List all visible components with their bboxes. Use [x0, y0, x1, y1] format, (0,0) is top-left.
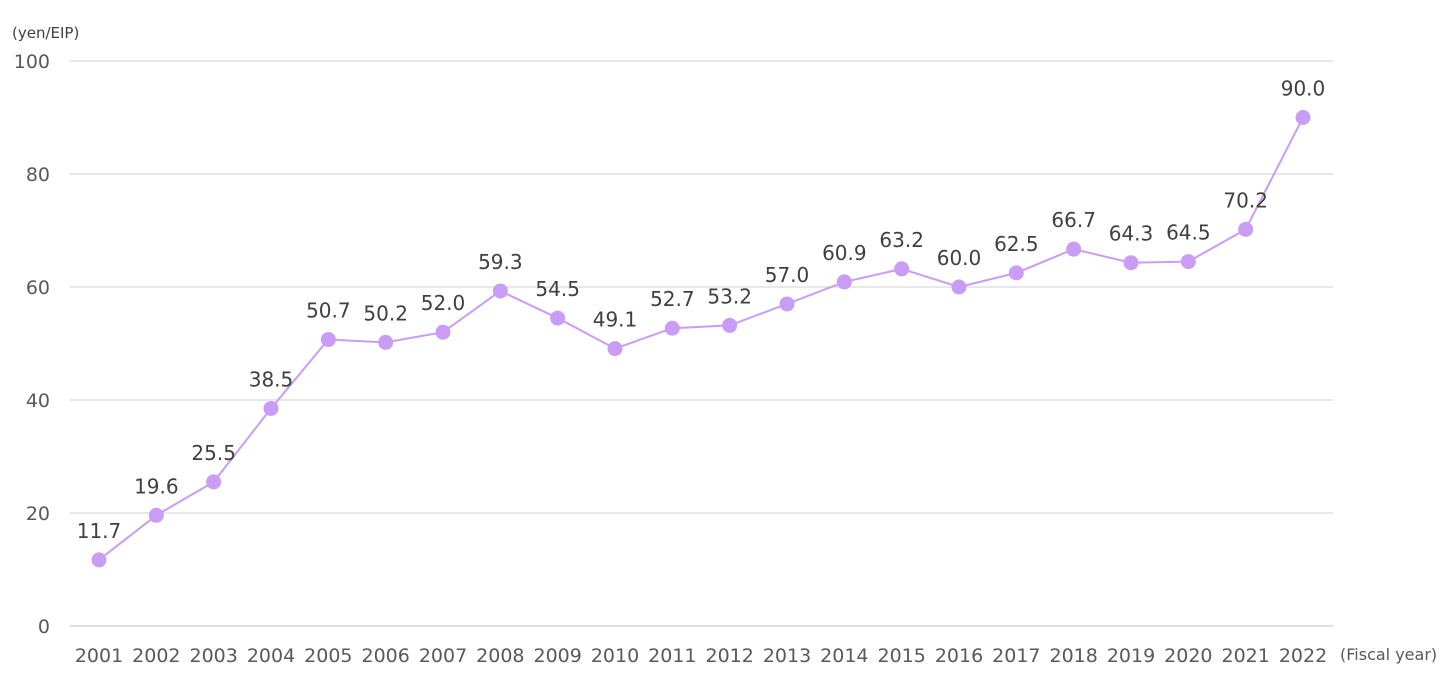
x-tick-label: 2008 [476, 645, 524, 667]
data-point [550, 310, 566, 326]
x-tick-label: 2015 [877, 645, 925, 667]
data-label: 66.7 [1051, 208, 1096, 232]
data-point [1295, 110, 1311, 125]
data-point [1238, 221, 1254, 237]
data-label: 50.2 [363, 301, 408, 325]
data-label: 19.6 [134, 474, 179, 498]
data-point [836, 274, 852, 290]
data-point [722, 317, 738, 333]
data-point [1123, 255, 1139, 271]
y-tick-label: 60 [26, 277, 50, 299]
data-label: 11.7 [77, 519, 122, 543]
y-tick-label: 80 [26, 164, 50, 186]
data-label: 53.2 [707, 284, 752, 308]
x-tick-label: 2001 [75, 645, 123, 667]
x-axis-ticks: 2001 2002 2003 2004 2005 2006 2007 2008 2009 2010… [75, 645, 1327, 667]
data-point [951, 279, 967, 295]
data-point [378, 334, 394, 350]
data-point [1180, 254, 1196, 270]
x-tick-label: 2012 [705, 645, 753, 667]
data-point [435, 324, 451, 340]
data-label: 52.0 [421, 291, 466, 315]
data-label: 50.7 [306, 299, 351, 323]
data-label: 49.1 [593, 308, 638, 332]
x-tick-label: 2009 [533, 645, 581, 667]
data-label: 64.3 [1109, 222, 1154, 246]
data-point [1008, 265, 1024, 281]
x-tick-label: 2007 [419, 645, 467, 667]
y-tick-label: 20 [26, 503, 50, 525]
x-tick-label: 2017 [992, 645, 1040, 667]
x-tick-label: 2014 [820, 645, 868, 667]
x-tick-label: 2010 [591, 645, 639, 667]
x-tick-label: 2016 [935, 645, 983, 667]
data-point [664, 320, 680, 336]
data-label: 54.5 [535, 277, 580, 301]
markers [91, 110, 1311, 568]
data-label: 62.5 [994, 232, 1039, 256]
data-label: 59.3 [478, 250, 523, 274]
y-tick-label: 100 [14, 51, 50, 73]
data-label: 90.0 [1281, 77, 1326, 101]
data-point [1066, 241, 1082, 257]
x-tick-label: 2021 [1221, 645, 1269, 667]
x-tick-label: 2019 [1107, 645, 1155, 667]
data-point [894, 261, 910, 277]
y-tick-label: 40 [26, 390, 50, 412]
x-tick-label: 2022 [1279, 645, 1327, 667]
x-tick-label: 2003 [189, 645, 237, 667]
data-label: 25.5 [191, 441, 236, 465]
series [98, 117, 1304, 561]
data-labels: 11.7 19.6 25.5 38.5 50.7 50.2 52.0 59.3 54.5 49.1… [77, 77, 1326, 543]
data-point [148, 507, 164, 523]
data-label: 60.0 [937, 246, 982, 270]
data-label: 57.0 [765, 263, 810, 287]
data-point [263, 400, 279, 416]
x-tick-label: 2004 [247, 645, 295, 667]
data-label: 64.5 [1166, 221, 1211, 245]
data-point [206, 474, 222, 490]
x-tick-label: 2018 [1049, 645, 1097, 667]
x-tick-label: 2020 [1164, 645, 1212, 667]
data-label: 52.7 [650, 287, 695, 311]
x-tick-label: 2011 [648, 645, 696, 667]
series-line [98, 117, 1304, 561]
x-tick-label: 2005 [304, 645, 352, 667]
data-point [492, 283, 508, 299]
x-tick-label: 2006 [361, 645, 409, 667]
y-axis-ticks: 0 20 40 60 80 100 [14, 51, 50, 638]
data-point [779, 296, 795, 312]
data-label: 60.9 [822, 241, 867, 265]
gridlines [70, 60, 1333, 627]
data-label: 70.2 [1223, 188, 1268, 212]
y-tick-label: 0 [38, 616, 50, 638]
data-point [607, 341, 623, 357]
data-point [91, 552, 107, 568]
data-point [320, 332, 336, 348]
y-axis-unit-label: (yen/EIP) [12, 24, 79, 42]
x-tick-label: 2002 [132, 645, 180, 667]
x-tick-label: 2013 [763, 645, 811, 667]
data-label: 38.5 [249, 367, 294, 391]
data-label: 63.2 [879, 228, 924, 252]
x-axis-unit-label: (Fiscal year) [1340, 645, 1437, 664]
